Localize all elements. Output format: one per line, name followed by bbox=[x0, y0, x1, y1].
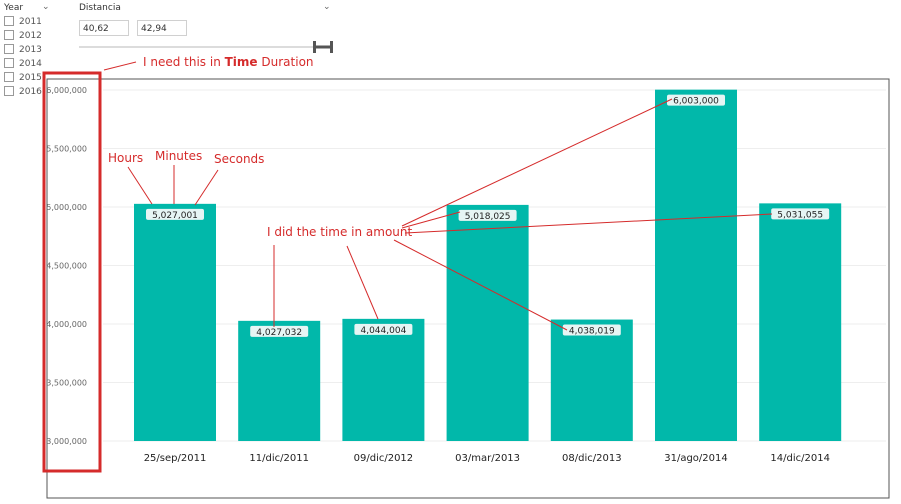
distance-min-input[interactable]: 40,62 bbox=[79, 20, 129, 36]
hours-annotation: Hours bbox=[108, 151, 144, 165]
year-slicer-title: Year bbox=[4, 3, 24, 13]
distance-slicer-title: Distancia bbox=[79, 3, 121, 13]
year-option-label: 2011 bbox=[19, 17, 42, 27]
bar[interactable] bbox=[238, 320, 321, 441]
time-note-bold: Time bbox=[224, 55, 258, 69]
time-duration-note: I need this in Time Duration bbox=[143, 55, 314, 69]
year-option-2013[interactable]: 2013 bbox=[4, 43, 42, 56]
data-label: 4,044,004 bbox=[360, 326, 406, 336]
distance-slider-handle-icon[interactable] bbox=[312, 40, 334, 54]
time-note-prefix: I need this in bbox=[143, 55, 225, 69]
data-label: 6,003,000 bbox=[673, 97, 719, 107]
x-tick-label: 09/dic/2012 bbox=[354, 453, 414, 464]
data-label-background bbox=[146, 208, 204, 220]
distance-slider-track[interactable] bbox=[79, 46, 323, 48]
y-tick-label: 4,000,000 bbox=[46, 320, 87, 329]
data-label-background bbox=[667, 94, 725, 106]
year-option-2014[interactable]: 2014 bbox=[4, 57, 42, 70]
bar[interactable] bbox=[446, 204, 529, 441]
bar[interactable] bbox=[342, 318, 425, 441]
distance-max-input[interactable]: 42,94 bbox=[137, 20, 187, 36]
chart-frame bbox=[46, 78, 890, 499]
x-tick-label: 14/dic/2014 bbox=[770, 453, 830, 464]
data-label: 4,027,032 bbox=[256, 328, 302, 338]
amount-annotation: I did the time in amount bbox=[267, 225, 413, 239]
annotation-lines bbox=[103, 61, 773, 331]
x-tick-label: 03/mar/2013 bbox=[455, 453, 520, 464]
bar[interactable] bbox=[655, 89, 737, 442]
checkbox-icon[interactable] bbox=[4, 15, 14, 26]
y-tick-label: 5,000,000 bbox=[46, 203, 87, 212]
data-label-background bbox=[771, 208, 830, 220]
y-tick-label: 4,500,000 bbox=[46, 262, 87, 271]
checkbox-icon[interactable] bbox=[4, 57, 14, 68]
year-option-label: 2013 bbox=[19, 45, 42, 55]
checkbox-icon[interactable] bbox=[4, 85, 14, 96]
y-tick-label: 3,000,000 bbox=[46, 437, 87, 446]
data-label-background bbox=[250, 325, 309, 337]
checkbox-icon[interactable] bbox=[4, 43, 14, 54]
data-label-background bbox=[458, 209, 517, 221]
bar[interactable] bbox=[759, 203, 842, 441]
data-label: 5,018,025 bbox=[465, 212, 511, 222]
distance-slicer-chevron-down-icon[interactable]: ⌄ bbox=[323, 2, 331, 12]
data-label: 4,038,019 bbox=[569, 327, 615, 337]
year-option-label: 2012 bbox=[19, 31, 42, 41]
y-axis-highlight-box bbox=[42, 71, 102, 473]
year-option-label: 2016 bbox=[19, 87, 42, 97]
time-note-suffix: Duration bbox=[257, 55, 314, 69]
checkbox-icon[interactable] bbox=[4, 29, 14, 40]
y-tick-label: 5,500,000 bbox=[46, 145, 87, 154]
y-tick-label: 6,000,000 bbox=[46, 86, 87, 95]
data-label-background bbox=[562, 324, 621, 336]
bar[interactable] bbox=[134, 203, 216, 441]
bar[interactable] bbox=[550, 319, 633, 441]
x-tick-label: 31/ago/2014 bbox=[664, 453, 728, 464]
year-option-2011[interactable]: 2011 bbox=[4, 15, 42, 28]
year-option-label: 2014 bbox=[19, 59, 42, 69]
x-tick-label: 08/dic/2013 bbox=[562, 453, 622, 464]
year-option-2016[interactable]: 2016 bbox=[4, 85, 42, 98]
x-tick-label: 25/sep/2011 bbox=[144, 453, 207, 464]
seconds-annotation: Seconds bbox=[214, 152, 265, 166]
year-option-2015[interactable]: 2015 bbox=[4, 71, 42, 84]
minutes-annotation: Minutes bbox=[155, 149, 203, 163]
data-label: 5,027,001 bbox=[152, 211, 198, 221]
year-option-label: 2015 bbox=[19, 73, 42, 83]
data-label: 5,031,055 bbox=[777, 210, 823, 220]
y-tick-label: 3,500,000 bbox=[46, 379, 87, 388]
checkbox-icon[interactable] bbox=[4, 71, 14, 82]
year-option-2012[interactable]: 2012 bbox=[4, 29, 42, 42]
year-slicer-chevron-down-icon[interactable]: ⌄ bbox=[42, 2, 50, 12]
x-tick-label: 11/dic/2011 bbox=[249, 453, 309, 464]
data-label-background bbox=[354, 323, 413, 335]
